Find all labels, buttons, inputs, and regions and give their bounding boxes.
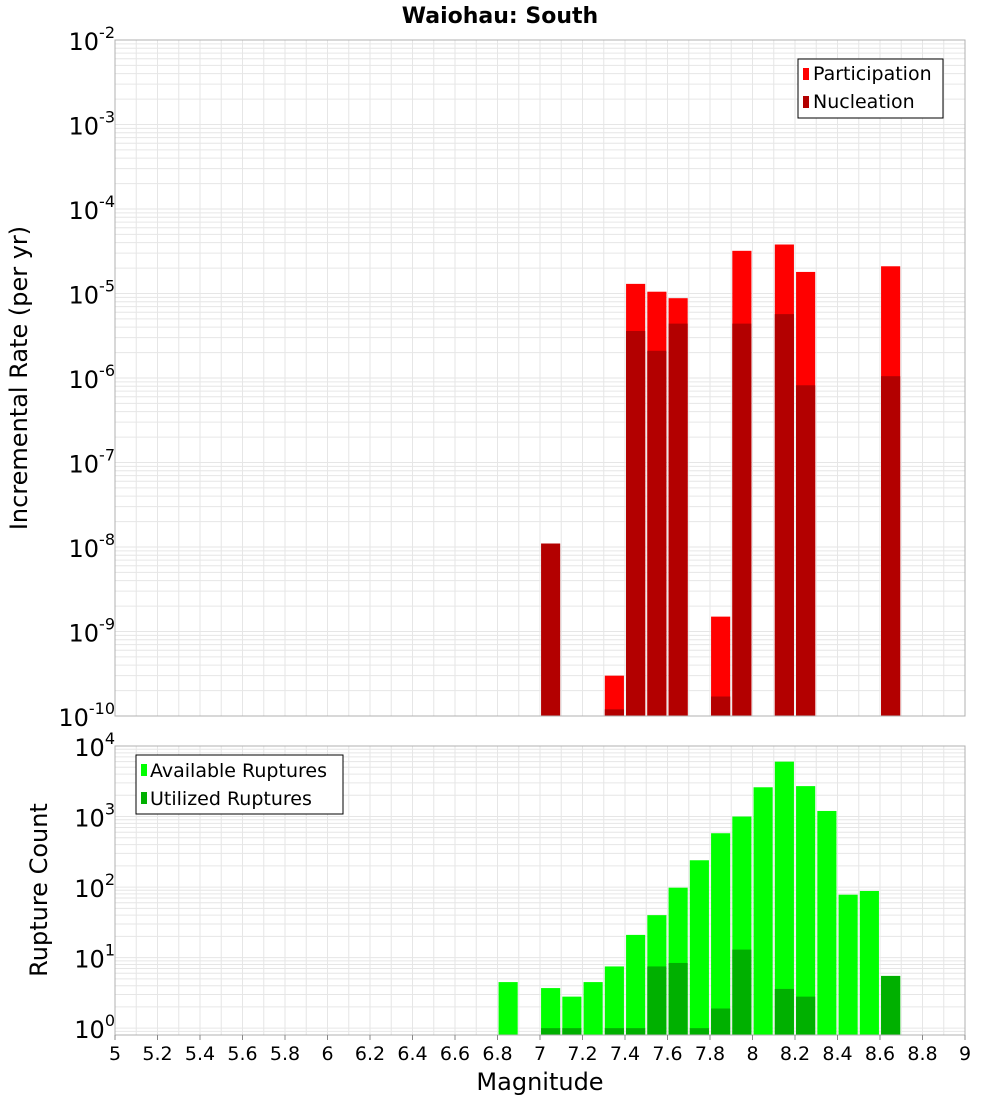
legend-label-available: Available Ruptures (150, 760, 327, 782)
x-tick-labels: 5 5.2 5.4 5.6 5.8 6 6.2 6.4 6.6 6.8 7 7.2 7.4 7.6 7.8 8… (109, 1035, 971, 1065)
x-tick-label: 5.8 (270, 1043, 300, 1065)
x-tick-label: 8.6 (865, 1043, 895, 1065)
bar-nucleation (647, 350, 667, 716)
bottom-y-tick-labels: 100 101 102 103 104 (74, 729, 115, 1044)
legend-swatch-utilized (141, 792, 147, 804)
x-tick-label: 5.2 (142, 1043, 172, 1065)
y-tick-label: 101 (74, 941, 115, 974)
legend-swatch-nucleation (803, 96, 809, 108)
bar-available-ruptures (817, 810, 837, 1035)
bar-available-ruptures (626, 934, 646, 1035)
x-tick-label: 7.6 (652, 1043, 682, 1065)
bar-utilized-ruptures (796, 996, 816, 1035)
bar-available-ruptures (838, 894, 858, 1035)
y-tick-label: 102 (74, 870, 115, 903)
bar-available-ruptures (796, 786, 816, 1035)
bar-available-ruptures (859, 890, 879, 1035)
x-tick-label: 6 (321, 1043, 333, 1065)
top-y-axis-label: Incremental Rate (per yr) (5, 226, 33, 530)
legend-swatch-participation (803, 68, 809, 80)
y-tick-label: 10-9 (69, 615, 116, 648)
bar-nucleation (626, 330, 646, 716)
legend-swatch-available (141, 764, 147, 776)
x-tick-label: 5 (109, 1043, 121, 1065)
bar-available-ruptures (711, 833, 731, 1035)
x-tick-label: 6.6 (440, 1043, 470, 1065)
x-tick-label: 6.4 (397, 1043, 427, 1065)
bar-nucleation (774, 314, 794, 716)
y-tick-label: 103 (74, 800, 115, 833)
x-tick-label: 7.8 (695, 1043, 725, 1065)
bar-utilized-ruptures (689, 1028, 709, 1035)
bar-participation (711, 616, 731, 716)
bar-utilized-ruptures (541, 1028, 561, 1035)
bar-utilized-ruptures (711, 1008, 731, 1035)
bottom-bars (498, 761, 901, 1035)
bar-utilized-ruptures (732, 949, 752, 1035)
bar-participation (604, 675, 624, 716)
bar-utilized-ruptures (562, 1028, 582, 1035)
y-tick-label: 10-5 (69, 277, 116, 310)
top-bars (541, 244, 901, 716)
bar-nucleation (881, 376, 901, 716)
bar-utilized-ruptures (626, 1028, 646, 1035)
y-tick-label: 10-7 (69, 446, 116, 479)
bar-nucleation (732, 323, 752, 716)
x-tick-label: 5.4 (185, 1043, 215, 1065)
y-tick-label: 10-6 (69, 361, 116, 394)
y-tick-label: 10-4 (69, 192, 116, 225)
x-tick-label: 7.2 (567, 1043, 597, 1065)
x-tick-label: 8 (746, 1043, 758, 1065)
legend-label-participation: Participation (813, 63, 932, 85)
y-tick-label: 10-10 (58, 699, 115, 732)
top-gridlines (114, 40, 966, 717)
legend-label-utilized: Utilized Ruptures (150, 788, 312, 810)
y-tick-label: 10-3 (69, 108, 116, 141)
bar-utilized-ruptures (774, 988, 794, 1035)
chart-title: Waiohau: South (402, 4, 598, 29)
x-tick-label: 8.8 (907, 1043, 937, 1065)
bar-utilized-ruptures (881, 975, 901, 1035)
x-axis-label: Magnitude (476, 1068, 603, 1096)
bar-utilized-ruptures (647, 966, 667, 1035)
bar-nucleation (668, 323, 688, 716)
x-tick-label: 8.2 (780, 1043, 810, 1065)
bar-available-ruptures (689, 860, 709, 1035)
legend-label-nucleation: Nucleation (813, 91, 915, 113)
x-tick-label: 9 (959, 1043, 971, 1065)
y-tick-label: 104 (74, 729, 115, 762)
x-tick-label: 6.2 (355, 1043, 385, 1065)
y-tick-label: 10-8 (69, 530, 116, 563)
top-y-tick-labels: 10-10 10-9 10-8 10-7 10-6 10-5 10-4 10-3 10-2 (58, 23, 115, 732)
y-tick-label: 10-2 (69, 23, 116, 56)
top-plot-area (114, 39, 966, 717)
x-tick-label: 5.6 (227, 1043, 257, 1065)
bar-nucleation (604, 709, 624, 716)
bottom-legend: Available Ruptures Utilized Ruptures (135, 754, 344, 815)
y-tick-label: 100 (74, 1011, 115, 1044)
bar-available-ruptures (583, 982, 603, 1035)
bar-nucleation (541, 543, 561, 716)
x-tick-label: 6.8 (482, 1043, 512, 1065)
top-legend: Participation Nucleation (797, 58, 944, 119)
x-tick-label: 8.4 (822, 1043, 852, 1065)
bar-available-ruptures (774, 761, 794, 1035)
x-tick-label: 7.4 (610, 1043, 640, 1065)
bar-utilized-ruptures (668, 962, 688, 1035)
bar-nucleation (711, 696, 731, 716)
bar-available-ruptures (562, 996, 582, 1035)
bar-nucleation (796, 385, 816, 716)
bottom-y-axis-label: Rupture Count (25, 803, 53, 977)
bar-available-ruptures (604, 966, 624, 1035)
bar-available-ruptures (541, 988, 561, 1035)
bar-utilized-ruptures (604, 1028, 624, 1035)
bar-available-ruptures (753, 787, 773, 1035)
x-tick-label: 7 (534, 1043, 546, 1065)
bar-available-ruptures (498, 982, 518, 1035)
